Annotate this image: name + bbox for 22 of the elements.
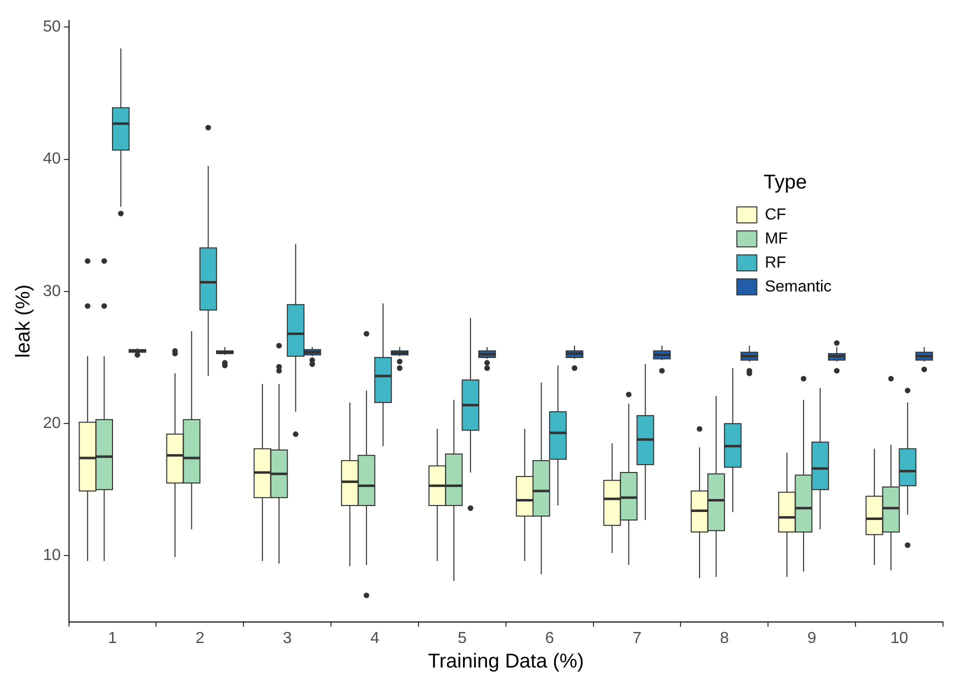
x-tick-label: 9 bbox=[807, 630, 816, 647]
y-tick-label: 40 bbox=[43, 150, 61, 168]
legend-label: Semantic bbox=[764, 278, 832, 296]
y-axis-title: leak (%) bbox=[12, 284, 35, 358]
x-tick-label: 6 bbox=[545, 630, 554, 647]
y-tick-label: 10 bbox=[43, 547, 61, 564]
legend-title: Type bbox=[763, 171, 807, 194]
x-tick-label: 5 bbox=[458, 630, 467, 647]
y-tick-label: 50 bbox=[43, 18, 61, 36]
legend-label: RF bbox=[764, 254, 786, 272]
x-tick-label: 4 bbox=[370, 630, 380, 647]
x-tick-label: 1 bbox=[108, 630, 118, 647]
y-tick-label: 30 bbox=[43, 282, 61, 300]
x-tick-label: 10 bbox=[890, 630, 908, 647]
x-tick-label: 3 bbox=[282, 630, 292, 647]
x-tick-label: 8 bbox=[720, 630, 729, 647]
legend-label: CF bbox=[764, 206, 786, 224]
y-tick-label: 20 bbox=[43, 415, 61, 432]
legend-label: MF bbox=[764, 230, 788, 248]
x-tick-label: 2 bbox=[195, 630, 204, 647]
x-axis-title: Training Data (%) bbox=[428, 650, 584, 673]
x-tick-label: 7 bbox=[632, 630, 642, 647]
